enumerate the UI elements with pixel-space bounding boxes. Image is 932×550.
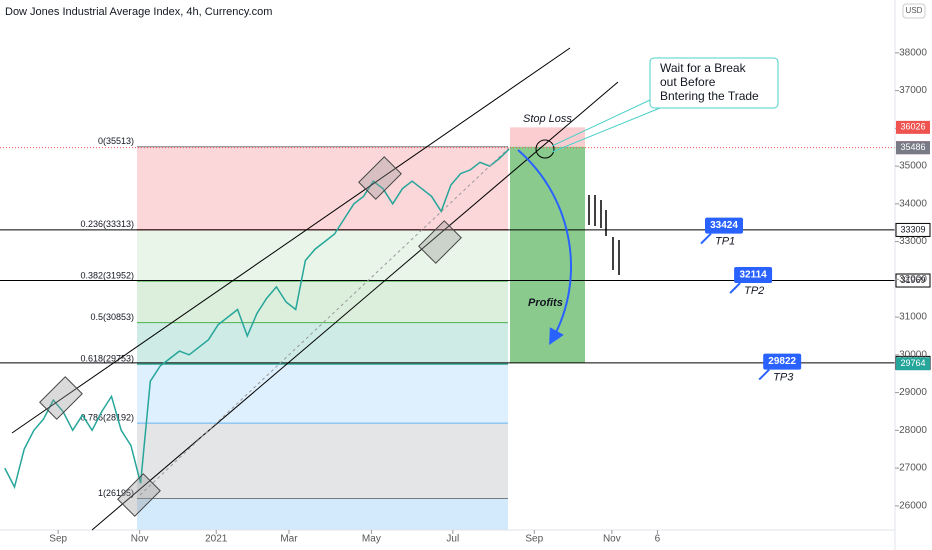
y-tick-label: 32000 xyxy=(899,274,927,285)
highlight-box xyxy=(358,156,402,200)
target-pointer xyxy=(758,368,770,381)
price-badge-label: 35486 xyxy=(900,142,925,152)
target-name: TP1 xyxy=(715,235,735,247)
profit-zone xyxy=(510,146,585,363)
target-badge xyxy=(763,353,802,370)
target-name: TP2 xyxy=(744,285,764,297)
fib-zone xyxy=(137,281,508,323)
level-badge xyxy=(895,222,931,237)
y-tick-label: 34000 xyxy=(899,198,927,209)
x-tick-label: 2021 xyxy=(205,534,228,545)
chart-title: Dow Jones Industrial Average Index, 4h, … xyxy=(5,6,272,18)
price-badge xyxy=(896,120,930,134)
y-tick-label: 38000 xyxy=(899,47,927,58)
fib-label: 0.786(28192) xyxy=(80,412,134,422)
price-badge-label: 29764 xyxy=(900,358,925,368)
fib-label: 0(35513) xyxy=(98,136,134,146)
profits-label: Profits xyxy=(528,297,563,309)
callout-line xyxy=(551,107,661,153)
target-value: 29822 xyxy=(768,356,796,367)
y-tick-label: 31000 xyxy=(899,312,927,323)
profit-arrow xyxy=(517,149,572,346)
plot: 0(35513) 0.236(33313) 0.382(31952) 0.5(3085… xyxy=(0,127,895,530)
level-badge xyxy=(895,273,931,288)
highlight-box xyxy=(117,473,161,517)
y-tick-label: 28000 xyxy=(899,425,927,436)
x-tick-label: Jul xyxy=(446,534,459,545)
x-tick-label: Mar xyxy=(280,534,298,545)
target-pointer xyxy=(729,282,741,294)
callout-box xyxy=(649,57,779,109)
price-badge xyxy=(896,141,930,155)
highlight-box xyxy=(418,220,462,264)
price-line xyxy=(4,148,510,490)
projection-bars xyxy=(588,195,620,275)
fib-zone xyxy=(137,423,508,499)
target-value: 32114 xyxy=(739,270,767,281)
currency: USD xyxy=(906,6,923,15)
level-badge-label: 33309 xyxy=(900,224,925,234)
x-tick-label: Nov xyxy=(603,534,621,545)
fib-zone xyxy=(137,146,508,230)
currency-box xyxy=(902,3,926,19)
channel-line xyxy=(11,47,571,434)
x-tick-label: Sep xyxy=(49,534,67,545)
callout-text: out Before xyxy=(660,75,716,89)
fib-label: 0.5(30853) xyxy=(90,312,134,322)
target-badge xyxy=(734,267,773,284)
callout-line xyxy=(551,99,651,147)
fib-label: 0.236(33313) xyxy=(80,219,134,229)
overlay: Wait for a Break out Before Bntering the… xyxy=(11,47,802,531)
target-name: TP3 xyxy=(773,371,794,383)
fib-zone xyxy=(137,364,508,424)
callout-text: Wait for a Break xyxy=(660,61,747,75)
channel-line xyxy=(91,81,619,531)
fib-label: 0.618(29753) xyxy=(80,354,134,364)
target-value: 33424 xyxy=(710,220,738,231)
x-tick-label: Nov xyxy=(131,534,149,545)
trend-line xyxy=(139,146,511,496)
highlight-box xyxy=(39,376,83,420)
x-tick-label: May xyxy=(362,534,381,545)
price-badge-label: 36026 xyxy=(900,122,925,132)
fib-label: 0.382(31952) xyxy=(80,271,134,281)
fib-label: 1(26195) xyxy=(98,488,134,498)
fib-zone xyxy=(137,229,508,282)
y-tick-label: 37000 xyxy=(899,85,927,96)
level-badge-label: 31969 xyxy=(900,275,925,285)
y-tick-label: 30000 xyxy=(899,349,927,360)
stop-zone xyxy=(510,127,585,147)
entry-circle xyxy=(535,139,555,159)
y-tick-label: 33000 xyxy=(899,236,927,247)
target-pointer xyxy=(700,232,712,245)
y-tick-label: 26000 xyxy=(899,500,927,511)
x-tick-label: 6 xyxy=(655,534,661,545)
price-badge xyxy=(896,357,930,371)
y-tick-label: 35000 xyxy=(899,161,927,172)
stop-loss-label: Stop Loss xyxy=(523,113,572,125)
callout-text: Bntering the Trade xyxy=(660,89,759,103)
y-tick-label: 27000 xyxy=(899,463,927,474)
y-tick-label: 29000 xyxy=(899,387,927,398)
target-badge xyxy=(705,217,744,234)
x-tick-label: Sep xyxy=(525,534,543,545)
fib-zone xyxy=(137,498,508,530)
fib-zone xyxy=(137,322,508,365)
